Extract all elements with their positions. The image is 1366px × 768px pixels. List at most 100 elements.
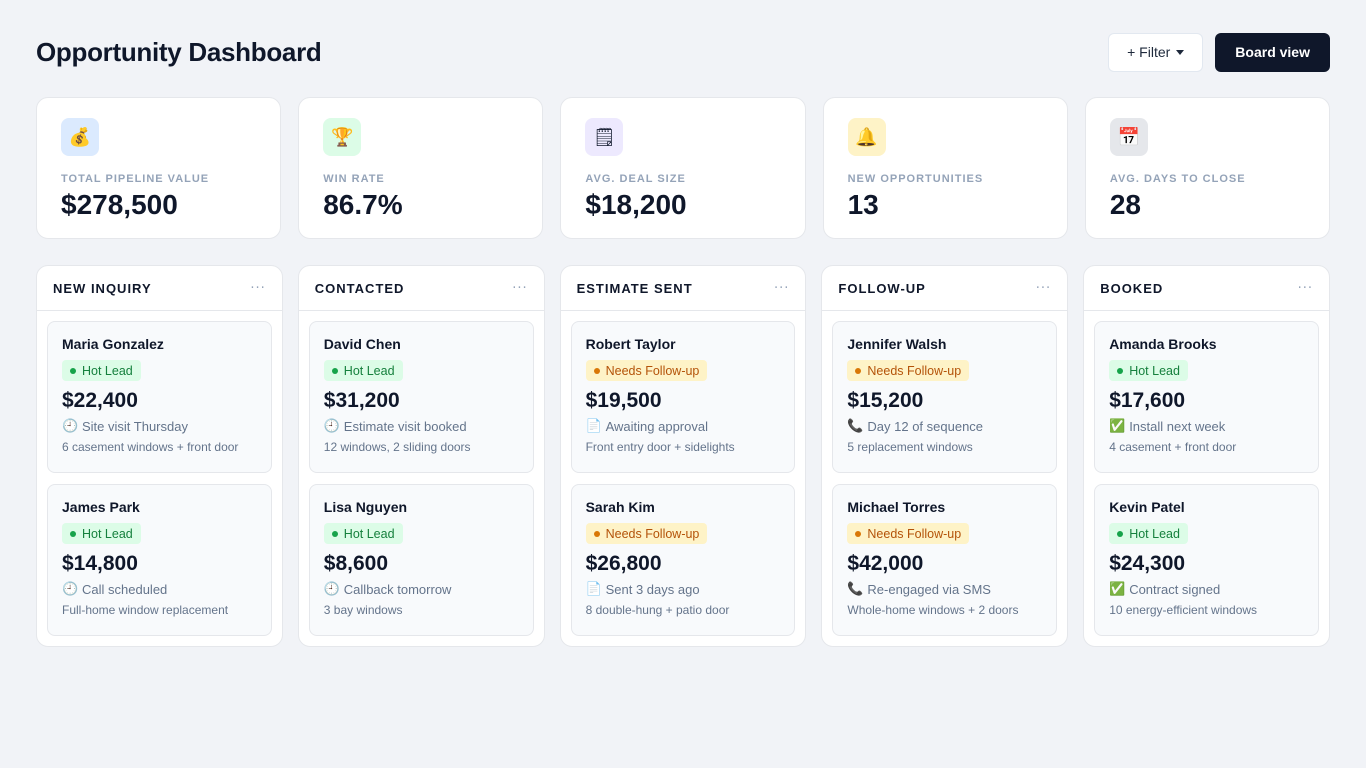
chevron-down-icon bbox=[1176, 49, 1185, 55]
pipeline-board: NEW INQUIRY ··· Maria Gonzalez Hot Lead $22,… bbox=[36, 265, 1330, 647]
status-badge: Needs Follow-up bbox=[585, 523, 708, 544]
stat-card: 🏆 WIN RATE 86.7% bbox=[298, 97, 544, 239]
job-detail: Front entry door + sidelights bbox=[585, 440, 735, 454]
calendar-icon: 📅 bbox=[1109, 118, 1148, 156]
status-dot-icon bbox=[855, 367, 862, 374]
header-actions: + Filter Board view bbox=[1108, 32, 1330, 72]
opportunity-card[interactable]: Maria Gonzalez Hot Lead $22,400 🕘 Site visit… bbox=[47, 321, 272, 473]
bell-icon: 🔔 bbox=[847, 118, 886, 156]
job-detail: 5 replacement windows bbox=[847, 440, 973, 454]
pipeline-column: ESTIMATE SENT ··· Robert Taylor Needs Follo… bbox=[559, 265, 807, 647]
check-mark-icon: ✅ bbox=[1109, 419, 1126, 434]
contact-name: Maria Gonzalez bbox=[62, 336, 164, 352]
clock-icon: 🕘 bbox=[62, 582, 79, 597]
status-badge: Needs Follow-up bbox=[847, 360, 970, 381]
column-body: Robert Taylor Needs Follow-up $19,500 📄 Awai… bbox=[561, 311, 806, 646]
status-dot-icon bbox=[331, 530, 338, 537]
opportunity-card[interactable]: Robert Taylor Needs Follow-up $19,500 📄 Awai… bbox=[570, 321, 796, 473]
status-dot-icon bbox=[855, 530, 862, 537]
stat-card: 💰 TOTAL PIPELINE VALUE $278,500 bbox=[36, 97, 282, 239]
opportunity-card[interactable]: Amanda Brooks Hot Lead $17,600 ✅ Install nex… bbox=[1094, 321, 1319, 473]
contact-name: Kevin Patel bbox=[1109, 499, 1185, 515]
clock-icon: 🕘 bbox=[323, 582, 340, 597]
status-badge-label: Hot Lead bbox=[343, 526, 395, 541]
more-options-icon[interactable]: ··· bbox=[1035, 280, 1052, 296]
stat-value: $18,200 bbox=[585, 189, 687, 220]
activity-status: ✅ Install next week bbox=[1109, 419, 1304, 434]
status-badge: Hot Lead bbox=[62, 523, 141, 544]
more-options-icon[interactable]: ··· bbox=[512, 280, 528, 296]
opportunity-card[interactable]: Michael Torres Needs Follow-up $42,000 📞 Re-… bbox=[832, 484, 1058, 636]
more-options-icon[interactable]: ··· bbox=[250, 280, 266, 296]
more-options-icon[interactable]: ··· bbox=[1297, 280, 1313, 296]
activity-status: 📞 Re-engaged via SMS bbox=[847, 582, 1042, 597]
deal-amount: $24,300 bbox=[1109, 552, 1186, 575]
phone-icon: 📞 bbox=[847, 582, 864, 597]
opportunity-card[interactable]: Jennifer Walsh Needs Follow-up $15,200 📞 Day… bbox=[832, 321, 1058, 473]
pipeline-column: FOLLOW-UP ··· Jennifer Walsh Needs Follow-u… bbox=[821, 265, 1069, 647]
activity-status-text: Day 12 of sequence bbox=[867, 419, 984, 434]
stat-value: 13 bbox=[847, 189, 879, 220]
money-bag-icon: 💰 bbox=[61, 118, 99, 156]
status-badge-label: Needs Follow-up bbox=[605, 363, 700, 378]
filter-button[interactable]: + Filter bbox=[1108, 32, 1204, 72]
status-dot-icon bbox=[593, 530, 600, 537]
column-body: Jennifer Walsh Needs Follow-up $15,200 📞 Day… bbox=[822, 311, 1067, 646]
activity-status: 🕘 Call scheduled bbox=[62, 582, 257, 597]
check-mark-icon: ✅ bbox=[1109, 582, 1126, 597]
activity-status: 📄 Sent 3 days ago bbox=[586, 582, 781, 597]
board-view-button[interactable]: Board view bbox=[1215, 32, 1330, 72]
status-badge: Hot Lead bbox=[62, 360, 141, 381]
contact-name: Michael Torres bbox=[847, 499, 946, 515]
deal-amount: $15,200 bbox=[847, 389, 924, 412]
header: Opportunity Dashboard + Filter Board vie… bbox=[36, 32, 1330, 72]
column-header: BOOKED ··· bbox=[1084, 266, 1329, 311]
job-detail: Whole-home windows + 2 doors bbox=[847, 603, 1019, 617]
activity-status-text: Call scheduled bbox=[82, 582, 168, 597]
opportunity-card[interactable]: Kevin Patel Hot Lead $24,300 ✅ Contract sign… bbox=[1094, 484, 1319, 636]
stat-label: TOTAL PIPELINE VALUE bbox=[61, 173, 210, 185]
pipeline-column: CONTACTED ··· David Chen Hot Lead $31,200 🕘 Es… bbox=[297, 265, 545, 647]
stat-card: 🔔 NEW OPPORTUNITIES 13 bbox=[822, 97, 1068, 239]
deal-amount: $19,500 bbox=[585, 389, 662, 412]
status-badge: Hot Lead bbox=[1109, 360, 1188, 381]
column-title: ESTIMATE SENT bbox=[576, 280, 693, 296]
deal-amount: $22,400 bbox=[62, 389, 138, 412]
stat-value: 86.7% bbox=[323, 189, 403, 220]
status-badge: Needs Follow-up bbox=[847, 523, 970, 544]
activity-status-text: Sent 3 days ago bbox=[605, 582, 700, 597]
status-dot-icon bbox=[593, 367, 600, 374]
status-dot-icon bbox=[70, 367, 76, 374]
status-dot-icon bbox=[331, 367, 338, 374]
filter-button-label: + Filter bbox=[1127, 44, 1171, 60]
stat-label: WIN RATE bbox=[323, 173, 385, 185]
status-badge: Hot Lead bbox=[323, 360, 403, 381]
status-badge: Needs Follow-up bbox=[585, 360, 708, 381]
column-body: Maria Gonzalez Hot Lead $22,400 🕘 Site visit… bbox=[37, 311, 282, 646]
activity-status-text: Contract signed bbox=[1129, 582, 1221, 597]
phone-icon: 📞 bbox=[847, 419, 864, 434]
clipboard-icon: 🗒 bbox=[585, 118, 624, 156]
deal-amount: $42,000 bbox=[847, 552, 924, 575]
trophy-icon: 🏆 bbox=[323, 118, 362, 156]
page-title: Opportunity Dashboard bbox=[36, 36, 322, 67]
clock-icon: 🕘 bbox=[323, 419, 340, 434]
opportunity-card[interactable]: David Chen Hot Lead $31,200 🕘 Estimate visit… bbox=[308, 321, 534, 473]
job-detail: 3 bay windows bbox=[323, 603, 403, 617]
opportunity-card[interactable]: James Park Hot Lead $14,800 🕘 Call scheduled… bbox=[47, 484, 272, 636]
contact-name: Robert Taylor bbox=[585, 336, 676, 352]
activity-status-text: Estimate visit booked bbox=[343, 419, 467, 434]
opportunity-card[interactable]: Lisa Nguyen Hot Lead $8,600 🕘 Callback tomor… bbox=[308, 484, 534, 636]
activity-status: ✅ Contract signed bbox=[1109, 582, 1304, 597]
opportunity-card[interactable]: Sarah Kim Needs Follow-up $26,800 📄 Sent 3 d… bbox=[570, 484, 796, 636]
stats-row: 💰 TOTAL PIPELINE VALUE $278,500 🏆 WIN RATE 86… bbox=[36, 97, 1331, 239]
status-dot-icon bbox=[1117, 367, 1124, 374]
deal-amount: $8,600 bbox=[323, 552, 389, 575]
more-options-icon[interactable]: ··· bbox=[773, 280, 790, 296]
document-icon: 📄 bbox=[585, 419, 602, 434]
job-detail: 8 double-hung + patio door bbox=[585, 603, 730, 617]
stat-value: $278,500 bbox=[61, 189, 178, 220]
column-title: NEW INQUIRY bbox=[53, 280, 152, 296]
pipeline-column: NEW INQUIRY ··· Maria Gonzalez Hot Lead $22,… bbox=[36, 265, 283, 647]
job-detail: 12 windows, 2 sliding doors bbox=[323, 440, 471, 454]
